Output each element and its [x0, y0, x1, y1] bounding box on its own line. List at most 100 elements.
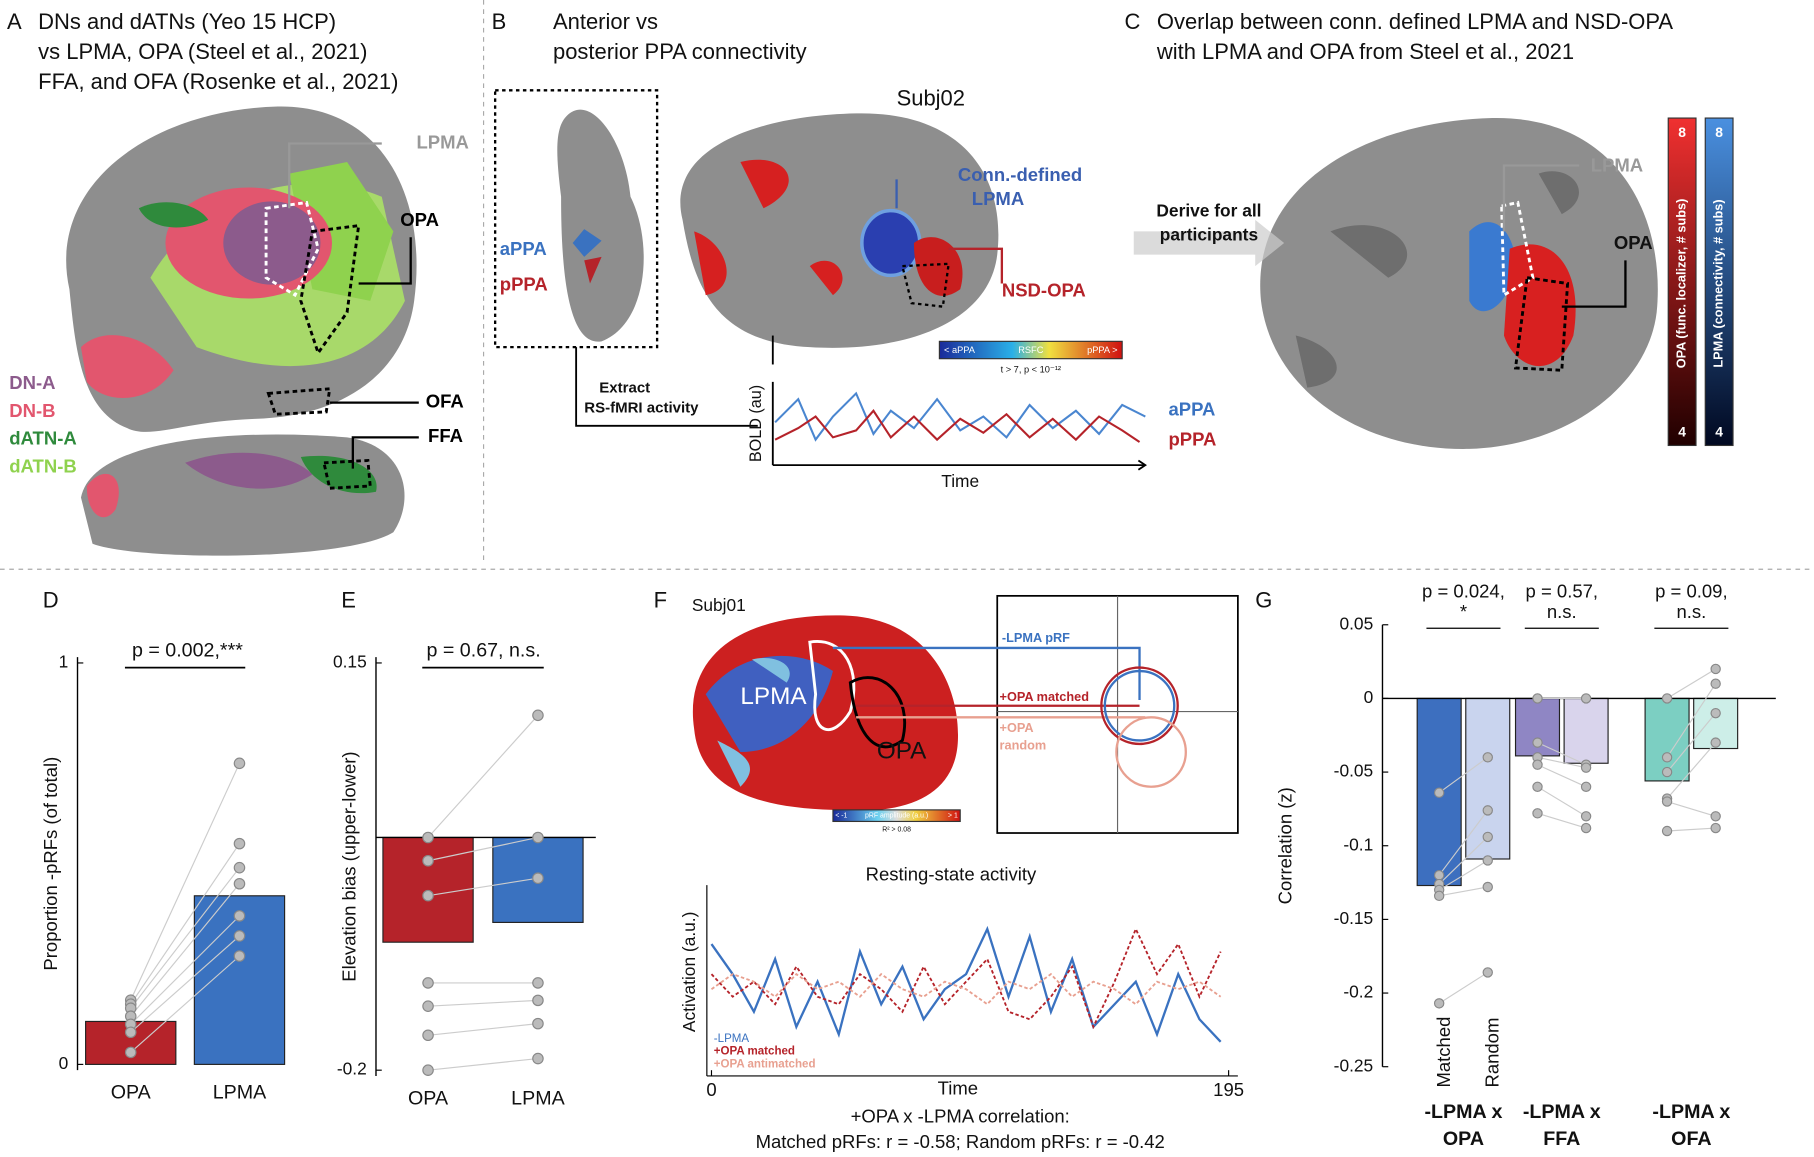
- subject-label: Subj02: [897, 85, 965, 110]
- panel-title: Anterior vs: [553, 9, 658, 34]
- step-label: participants: [1160, 225, 1258, 245]
- data-point: [1482, 855, 1493, 866]
- panel-title: posterior PPA connectivity: [553, 39, 807, 64]
- colorbar-label: < aPPA: [944, 345, 976, 355]
- data-point: [124, 1026, 137, 1039]
- p-label: p = 0.09,: [1655, 580, 1728, 601]
- pair-line: [130, 867, 240, 1009]
- seed-label: pPPA: [500, 274, 548, 295]
- step-label: RS-fMRI activity: [584, 399, 699, 416]
- series-line: [710, 925, 1222, 1043]
- pair-line: [1666, 712, 1717, 773]
- colorbar-max: 8: [1715, 124, 1723, 140]
- data-point: [1482, 805, 1493, 816]
- data-point: [233, 861, 246, 874]
- pair-line: [1438, 836, 1489, 885]
- data-point: [422, 889, 434, 902]
- data-point: [532, 994, 544, 1007]
- panel-letter: B: [492, 9, 507, 34]
- colorbar-label: > 1: [948, 812, 958, 819]
- data-point: [1661, 766, 1673, 778]
- colorbar-label: RSFC: [1018, 345, 1044, 355]
- pair-line: [1666, 668, 1716, 699]
- region-label: OPA: [877, 737, 927, 764]
- axis-label: Activation (a.u.): [679, 912, 699, 1033]
- legend-entry: DN-A: [9, 372, 55, 393]
- colorbar-label: pRF amplitude (a.u.): [865, 812, 928, 819]
- panel-letter: D: [43, 587, 59, 612]
- region-label: Conn.-defined: [958, 164, 1082, 185]
- axis-label: Time: [941, 471, 979, 491]
- p-label: p = 0.57,: [1526, 580, 1599, 601]
- pair-line: [1537, 756, 1587, 769]
- data-point: [233, 757, 246, 770]
- data-point: [1482, 831, 1493, 843]
- colorbar-max: 8: [1678, 124, 1686, 140]
- y-tick-label: -0.2: [1343, 982, 1373, 1002]
- data-point: [532, 1052, 544, 1065]
- trace-label: pPPA: [1168, 429, 1216, 450]
- separators: [0, 0, 1814, 570]
- pair-line: [1537, 742, 1587, 766]
- threshold-label: t > 7, p < 10⁻¹²: [1001, 365, 1061, 375]
- data-point: [422, 1000, 434, 1012]
- data-point: [233, 910, 246, 922]
- region-label: OFA: [426, 391, 464, 412]
- colorbar-label: pPPA >: [1087, 345, 1117, 355]
- brain-a: [66, 106, 417, 556]
- y-tick-label: -0.15: [1334, 908, 1374, 928]
- p-label: p = 0.024,: [1422, 580, 1505, 601]
- data-point: [532, 831, 544, 844]
- panel-title: Overlap between conn. defined LPMA and N…: [1157, 9, 1673, 34]
- data-point: [532, 872, 544, 884]
- pair-line: [1438, 859, 1489, 891]
- data-point: [1661, 796, 1673, 807]
- panel-title: DNs and dATNs (Yeo 15 HCP): [38, 9, 336, 34]
- pair-line: [130, 915, 240, 1025]
- panel-letter: F: [654, 587, 667, 612]
- colorbar-b: [938, 340, 1123, 360]
- pair-line: [428, 999, 538, 1007]
- pair-line: [130, 763, 241, 1001]
- data-point: [422, 1064, 434, 1076]
- pair-line: [1439, 886, 1488, 897]
- x-tick-label: -LPMA x: [1523, 1101, 1601, 1123]
- p-label: *: [1460, 601, 1467, 622]
- panel-letter: C: [1124, 9, 1140, 34]
- region-label: NSD-OPA: [1002, 279, 1086, 300]
- colorbar-min: 4: [1678, 423, 1686, 439]
- data-point: [1710, 737, 1721, 748]
- pointers-a: [288, 142, 419, 469]
- pair-line: [1438, 756, 1489, 794]
- x-tick-label: 195: [1213, 1079, 1244, 1100]
- prf-label: +OPA matched: [1000, 689, 1089, 704]
- y-tick-label: 1: [59, 652, 69, 672]
- seed-label: aPPA: [500, 238, 547, 259]
- pair-line: [427, 1057, 539, 1071]
- series-line: [710, 972, 1222, 1006]
- data-point: [1532, 693, 1543, 704]
- x-tick-label: OPA: [111, 1082, 152, 1104]
- data-point: [1482, 881, 1493, 893]
- panel-letter: A: [7, 9, 22, 34]
- bar: [193, 895, 286, 1065]
- bar: [382, 836, 474, 943]
- pair-line: [427, 836, 539, 862]
- y-tick-label: -0.2: [337, 1059, 367, 1079]
- x-tick-label: FFA: [1543, 1128, 1580, 1150]
- data-point: [1580, 693, 1592, 704]
- data-point: [1532, 808, 1543, 819]
- pair-line: [130, 883, 240, 1017]
- x-tick-label: 0: [706, 1079, 716, 1100]
- legend-entry: +OPA antimatched: [714, 1058, 816, 1070]
- x-tick-label: LPMA: [213, 1082, 267, 1104]
- data-point: [422, 977, 434, 989]
- region-label: OPA: [400, 209, 439, 230]
- brain-c: [1133, 117, 1734, 449]
- data-point: [532, 709, 544, 722]
- brain-b: [493, 89, 1004, 349]
- data-point: [1433, 890, 1445, 902]
- region-label: LPMA: [972, 188, 1024, 209]
- pair-line: [1667, 827, 1716, 832]
- data-point: [1661, 752, 1673, 763]
